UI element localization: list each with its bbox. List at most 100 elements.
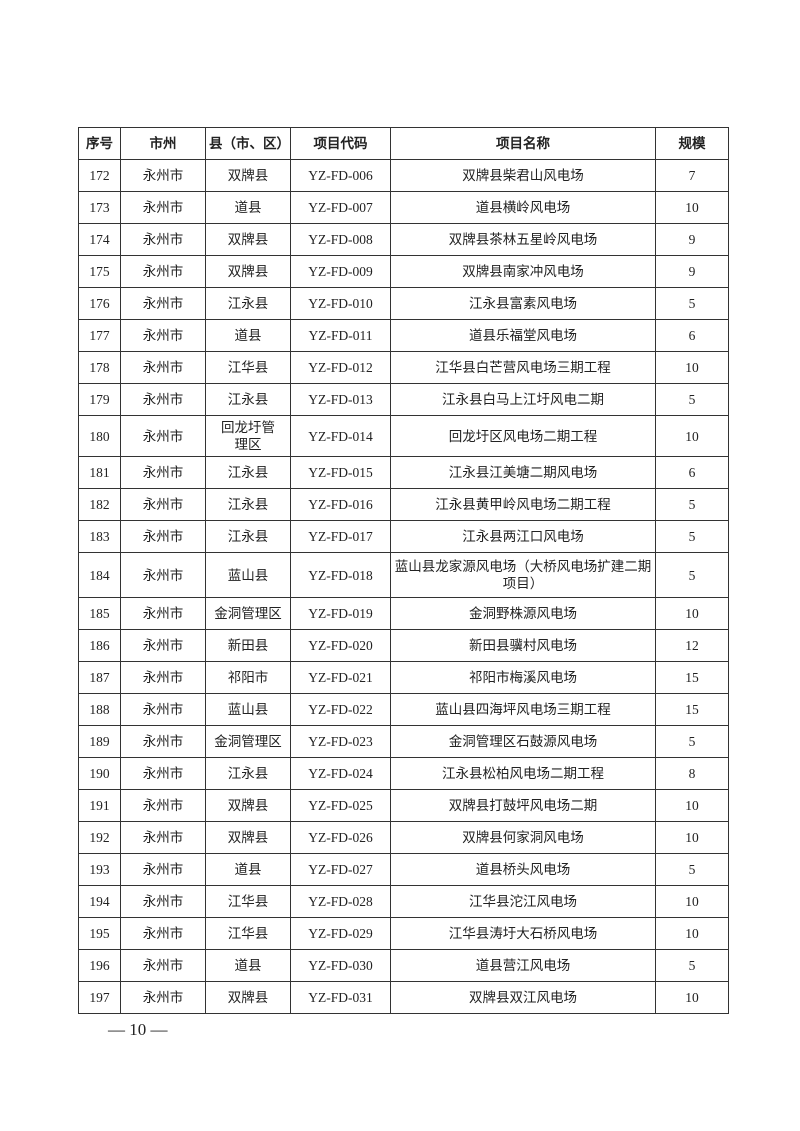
project-table: 序号 市州 县（市、区） 项目代码 项目名称 规模 172 永州市 双牌县 YZ-FD… [78, 127, 729, 1014]
cell-name: 回龙圩区风电场二期工程 [390, 415, 656, 457]
cell-code: YZ-FD-029 [290, 917, 391, 950]
cell-name: 蓝山县四海坪风电场三期工程 [390, 693, 656, 726]
table-row: 197 永州市 双牌县 YZ-FD-031 双牌县双江风电场 10 [78, 981, 729, 1014]
cell-code: YZ-FD-017 [290, 520, 391, 553]
cell-index: 178 [78, 351, 121, 384]
table-row: 194 永州市 江华县 YZ-FD-028 江华县沱江风电场 10 [78, 885, 729, 918]
col-header-index: 序号 [78, 127, 121, 160]
cell-code: YZ-FD-026 [290, 821, 391, 854]
cell-scale: 5 [655, 725, 729, 758]
cell-county: 江永县 [205, 383, 291, 416]
cell-scale: 10 [655, 821, 729, 854]
table-row: 183 永州市 江永县 YZ-FD-017 江永县两江口风电场 5 [78, 520, 729, 553]
cell-scale: 6 [655, 456, 729, 489]
cell-index: 180 [78, 415, 121, 457]
cell-code: YZ-FD-027 [290, 853, 391, 886]
cell-name: 道县营江风电场 [390, 949, 656, 982]
cell-city: 永州市 [120, 191, 206, 224]
cell-code: YZ-FD-020 [290, 629, 391, 662]
table-row: 185 永州市 金洞管理区 YZ-FD-019 金洞野株源风电场 10 [78, 597, 729, 630]
table-row: 182 永州市 江永县 YZ-FD-016 江永县黄甲岭风电场二期工程 5 [78, 488, 729, 521]
cell-scale: 5 [655, 949, 729, 982]
cell-code: YZ-FD-019 [290, 597, 391, 630]
cell-city: 永州市 [120, 488, 206, 521]
cell-index: 191 [78, 789, 121, 822]
cell-index: 196 [78, 949, 121, 982]
cell-scale: 10 [655, 191, 729, 224]
cell-code: YZ-FD-014 [290, 415, 391, 457]
cell-county: 江华县 [205, 917, 291, 950]
cell-county: 回龙圩管理区 [205, 415, 291, 457]
table-row: 187 永州市 祁阳市 YZ-FD-021 祁阳市梅溪风电场 15 [78, 661, 729, 694]
cell-county: 道县 [205, 949, 291, 982]
cell-index: 194 [78, 885, 121, 918]
cell-city: 永州市 [120, 520, 206, 553]
table-row: 191 永州市 双牌县 YZ-FD-025 双牌县打鼓坪风电场二期 10 [78, 789, 729, 822]
cell-name: 江永县黄甲岭风电场二期工程 [390, 488, 656, 521]
cell-scale: 10 [655, 885, 729, 918]
cell-county: 江永县 [205, 488, 291, 521]
cell-index: 173 [78, 191, 121, 224]
cell-index: 182 [78, 488, 121, 521]
cell-code: YZ-FD-030 [290, 949, 391, 982]
cell-county: 江永县 [205, 757, 291, 790]
cell-city: 永州市 [120, 661, 206, 694]
table-row: 178 永州市 江华县 YZ-FD-012 江华县白芒营风电场三期工程 10 [78, 351, 729, 384]
cell-scale: 5 [655, 520, 729, 553]
table-row: 189 永州市 金洞管理区 YZ-FD-023 金洞管理区石鼓源风电场 5 [78, 725, 729, 758]
cell-code: YZ-FD-006 [290, 159, 391, 192]
cell-name: 道县横岭风电场 [390, 191, 656, 224]
cell-index: 176 [78, 287, 121, 320]
cell-scale: 15 [655, 661, 729, 694]
cell-index: 193 [78, 853, 121, 886]
cell-city: 永州市 [120, 821, 206, 854]
cell-city: 永州市 [120, 319, 206, 352]
cell-code: YZ-FD-016 [290, 488, 391, 521]
cell-county: 双牌县 [205, 789, 291, 822]
cell-city: 永州市 [120, 287, 206, 320]
table-row: 192 永州市 双牌县 YZ-FD-026 双牌县何家洞风电场 10 [78, 821, 729, 854]
col-header-code: 项目代码 [290, 127, 391, 160]
col-header-name: 项目名称 [390, 127, 656, 160]
table-row: 180 永州市 回龙圩管理区 YZ-FD-014 回龙圩区风电场二期工程 10 [78, 415, 729, 457]
table-row: 179 永州市 江永县 YZ-FD-013 江永县白马上江圩风电二期 5 [78, 383, 729, 416]
cell-city: 永州市 [120, 789, 206, 822]
cell-index: 192 [78, 821, 121, 854]
cell-name: 道县桥头风电场 [390, 853, 656, 886]
cell-city: 永州市 [120, 552, 206, 598]
cell-name: 双牌县双江风电场 [390, 981, 656, 1014]
table-row: 172 永州市 双牌县 YZ-FD-006 双牌县柴君山风电场 7 [78, 159, 729, 192]
cell-name: 江华县沱江风电场 [390, 885, 656, 918]
cell-name: 江永县白马上江圩风电二期 [390, 383, 656, 416]
cell-code: YZ-FD-018 [290, 552, 391, 598]
cell-scale: 8 [655, 757, 729, 790]
cell-name: 江永县松柏风电场二期工程 [390, 757, 656, 790]
cell-name: 蓝山县龙家源风电场（大桥风电场扩建二期项目） [390, 552, 656, 598]
table-row: 190 永州市 江永县 YZ-FD-024 江永县松柏风电场二期工程 8 [78, 757, 729, 790]
cell-scale: 5 [655, 488, 729, 521]
cell-code: YZ-FD-009 [290, 255, 391, 288]
cell-city: 永州市 [120, 223, 206, 256]
cell-code: YZ-FD-025 [290, 789, 391, 822]
cell-scale: 10 [655, 789, 729, 822]
cell-code: YZ-FD-024 [290, 757, 391, 790]
cell-index: 185 [78, 597, 121, 630]
cell-county: 双牌县 [205, 223, 291, 256]
cell-code: YZ-FD-031 [290, 981, 391, 1014]
table-row: 174 永州市 双牌县 YZ-FD-008 双牌县茶林五星岭风电场 9 [78, 223, 729, 256]
cell-code: YZ-FD-011 [290, 319, 391, 352]
cell-index: 183 [78, 520, 121, 553]
table-row: 195 永州市 江华县 YZ-FD-029 江华县涛圩大石桥风电场 10 [78, 917, 729, 950]
cell-name: 祁阳市梅溪风电场 [390, 661, 656, 694]
cell-scale: 7 [655, 159, 729, 192]
cell-index: 187 [78, 661, 121, 694]
cell-scale: 5 [655, 853, 729, 886]
cell-scale: 5 [655, 552, 729, 598]
cell-city: 永州市 [120, 757, 206, 790]
cell-county: 祁阳市 [205, 661, 291, 694]
cell-index: 177 [78, 319, 121, 352]
table-row: 193 永州市 道县 YZ-FD-027 道县桥头风电场 5 [78, 853, 729, 886]
cell-code: YZ-FD-023 [290, 725, 391, 758]
cell-city: 永州市 [120, 629, 206, 662]
cell-county: 新田县 [205, 629, 291, 662]
